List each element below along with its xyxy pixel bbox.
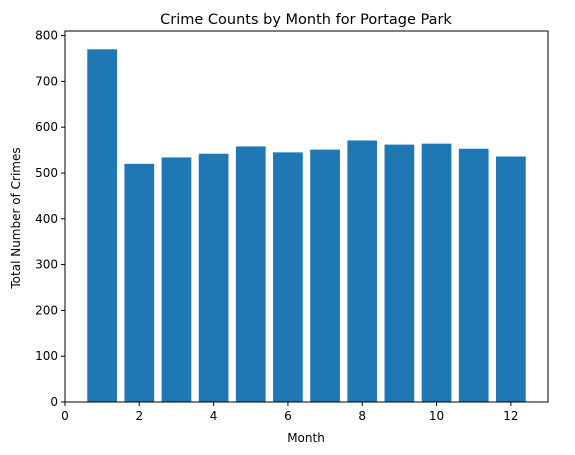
- y-tick-label: 400: [35, 212, 58, 226]
- bar-month-3: [161, 157, 192, 402]
- y-tick-label: 300: [35, 258, 58, 272]
- bar-month-4: [198, 153, 229, 402]
- x-tick-label: 2: [135, 409, 143, 423]
- bar-month-12: [495, 156, 526, 402]
- bar-month-11: [458, 148, 489, 402]
- bar-month-8: [347, 140, 378, 402]
- y-tick-label: 600: [35, 120, 58, 134]
- x-tick-label: 8: [358, 409, 366, 423]
- plot-area: 0 2 4 6 8 10 12 0 100 200 300 400 500 600 700 800: [35, 29, 549, 423]
- y-axis-ticks: 0 100 200 300 400 500 600 700 800: [35, 29, 65, 409]
- bar-month-1: [87, 49, 118, 403]
- plot-frame: [64, 30, 549, 403]
- x-axis-label: Month: [287, 431, 325, 445]
- bar-month-9: [384, 144, 415, 402]
- y-tick-label: 200: [35, 303, 58, 317]
- y-tick-label: 700: [35, 74, 58, 88]
- bar-month-10: [421, 143, 452, 402]
- y-tick-label: 500: [35, 166, 58, 180]
- y-axis-label: Total Number of Crimes: [9, 147, 23, 289]
- x-tick-label: 4: [210, 409, 218, 423]
- bar-month-2: [124, 163, 155, 402]
- chart-title: Crime Counts by Month for Portage Park: [160, 12, 452, 28]
- bar-month-7: [310, 149, 340, 402]
- y-tick-label: 0: [50, 395, 58, 409]
- x-tick-label: 6: [284, 409, 292, 423]
- x-tick-label: 12: [503, 409, 518, 423]
- x-tick-label: 10: [429, 409, 444, 423]
- y-tick-label: 800: [35, 29, 58, 43]
- x-tick-label: 0: [61, 409, 69, 423]
- bar-month-5: [235, 146, 266, 402]
- x-axis-ticks: 0 2 4 6 8 10 12: [61, 402, 518, 423]
- bars: [87, 49, 526, 403]
- bar-month-6: [273, 152, 303, 402]
- y-tick-label: 100: [35, 349, 58, 363]
